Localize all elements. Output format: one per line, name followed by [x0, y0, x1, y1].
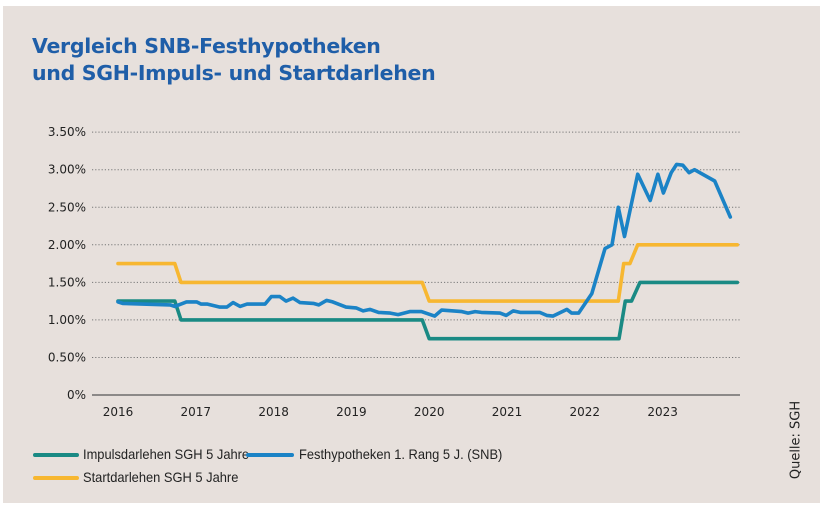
- x-tick-label: 2019: [336, 405, 367, 419]
- x-tick-label: 2020: [414, 405, 445, 419]
- x-tick-label: 2016: [103, 405, 134, 419]
- legend-label-startdarlehen: Startdarlehen SGH 5 Jahre: [83, 469, 239, 485]
- chart-title: Vergleich SNB-Festhypotheken: [32, 34, 381, 58]
- legend-label-festhypotheken: Festhypotheken 1. Rang 5 J. (SNB): [299, 446, 503, 462]
- x-tick-label: 2021: [492, 405, 523, 419]
- x-tick-label: 2018: [258, 405, 289, 419]
- series-line: [116, 243, 740, 303]
- series-line: [116, 162, 733, 318]
- x-tick-label: 2017: [181, 405, 212, 419]
- chart-panel: [3, 6, 820, 503]
- x-tick-label: 2023: [647, 405, 678, 419]
- x-tick-label: 2022: [570, 405, 601, 419]
- y-tick-label: 3.00%: [48, 163, 86, 177]
- legend-swatch-festhypotheken: [246, 453, 294, 457]
- y-tick-label: 1.00%: [48, 313, 86, 327]
- legend-label-impulsdarlehen: Impulsdarlehen SGH 5 Jahre: [83, 446, 250, 462]
- y-tick-label: 3.50%: [48, 125, 86, 139]
- series-line: [116, 280, 740, 341]
- y-tick-label: 1.50%: [48, 275, 86, 289]
- y-tick-label: 2.00%: [48, 238, 86, 252]
- legend-swatch-impulsdarlehen: [33, 453, 79, 457]
- source-note: Quelle: SGH: [788, 400, 804, 480]
- legend-swatch-startdarlehen: [33, 476, 79, 480]
- chart-subtitle: und SGH-Impuls- und Startdarlehen: [32, 61, 436, 85]
- y-tick-label: 2.50%: [48, 200, 86, 214]
- y-tick-label: 0%: [67, 388, 86, 402]
- y-tick-label: 0.50%: [48, 350, 86, 364]
